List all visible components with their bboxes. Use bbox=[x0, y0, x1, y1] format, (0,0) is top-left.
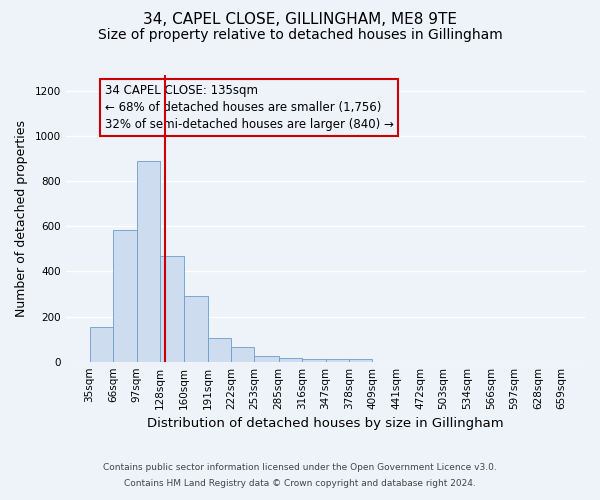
Bar bbox=[89, 326, 113, 362]
Text: 34, CAPEL CLOSE, GILLINGHAM, ME8 9TE: 34, CAPEL CLOSE, GILLINGHAM, ME8 9TE bbox=[143, 12, 457, 28]
Text: 34 CAPEL CLOSE: 135sqm
← 68% of detached houses are smaller (1,756)
32% of semi-: 34 CAPEL CLOSE: 135sqm ← 68% of detached… bbox=[105, 84, 394, 131]
Bar bbox=[231, 347, 254, 362]
Bar bbox=[254, 356, 278, 362]
Bar bbox=[302, 360, 326, 362]
Bar bbox=[278, 358, 302, 362]
Bar bbox=[349, 360, 373, 362]
Bar bbox=[160, 256, 184, 362]
Bar bbox=[326, 360, 349, 362]
Text: Size of property relative to detached houses in Gillingham: Size of property relative to detached ho… bbox=[98, 28, 502, 42]
Text: Contains public sector information licensed under the Open Government Licence v3: Contains public sector information licen… bbox=[103, 464, 497, 472]
Y-axis label: Number of detached properties: Number of detached properties bbox=[15, 120, 28, 317]
Bar bbox=[137, 161, 160, 362]
Bar bbox=[113, 230, 137, 362]
Bar bbox=[208, 338, 231, 361]
Bar bbox=[184, 296, 208, 362]
X-axis label: Distribution of detached houses by size in Gillingham: Distribution of detached houses by size … bbox=[147, 417, 504, 430]
Text: Contains HM Land Registry data © Crown copyright and database right 2024.: Contains HM Land Registry data © Crown c… bbox=[124, 478, 476, 488]
